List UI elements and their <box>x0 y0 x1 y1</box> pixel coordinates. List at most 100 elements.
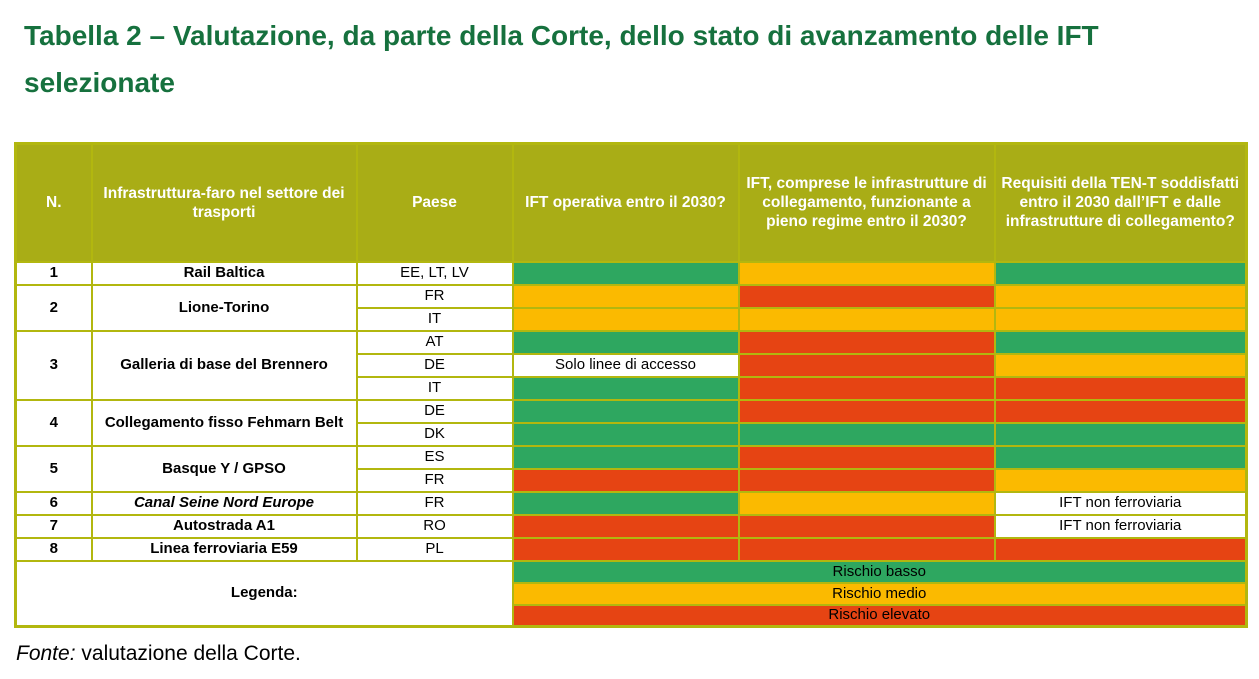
table-row: DK <box>16 421 1248 447</box>
infrastructure-name-cell: Lione-Torino <box>90 283 358 332</box>
column-header-tent-requirements: Requisiti della TEN-T soddisfatti entro … <box>993 142 1248 263</box>
country-cell: RO <box>355 513 514 539</box>
column-header-infrastructure: Infrastruttura-faro nel settore dei tras… <box>90 142 358 263</box>
table-row: 6 Canal Seine Nord Europe FR IFT non fer… <box>14 490 1248 516</box>
note-cell: IFT non ferroviaria <box>993 513 1248 539</box>
country-cell: ES <box>355 444 514 470</box>
table-row: 2 Lione-Torino FR <box>14 283 1248 332</box>
num-cell: 3 <box>14 329 93 401</box>
risk-cell <box>737 490 996 516</box>
page-title: Tabella 2 – Valutazione, da parte della … <box>24 20 1099 98</box>
risk-cell <box>737 260 996 286</box>
country-cell: FR <box>355 283 514 309</box>
assessment-table: N. Infrastruttura-faro nel settore dei t… <box>14 142 1248 628</box>
legend-row: Legenda: Rischio basso <box>14 559 1248 628</box>
table-row: IT <box>16 375 1248 401</box>
legend-item-low: Rischio basso <box>511 559 1248 584</box>
num-cell: 4 <box>14 398 93 447</box>
risk-cell <box>511 536 740 562</box>
table-header: N. Infrastruttura-faro nel settore dei t… <box>14 142 1248 263</box>
source-text: valutazione della Corte. <box>81 642 301 665</box>
country-cell: DE <box>355 352 514 378</box>
infrastructure-name-cell: Linea ferroviaria E59 <box>90 536 358 562</box>
table-row: 1 Rail Baltica EE, LT, LV <box>14 260 1248 286</box>
infrastructure-name-cell: Rail Baltica <box>90 260 358 286</box>
num-cell: 1 <box>14 260 93 286</box>
table-row: DE Solo linee di accesso <box>16 352 1248 378</box>
country-cell: FR <box>355 467 514 493</box>
risk-cell <box>737 306 996 332</box>
column-header-full-capacity-2030: IFT, comprese le infrastrutture di colle… <box>737 142 996 263</box>
risk-cell <box>737 467 996 493</box>
risk-cell <box>511 329 740 355</box>
risk-cell <box>993 283 1248 309</box>
risk-cell <box>511 398 740 424</box>
risk-cell <box>993 444 1248 470</box>
legend-item-high: Rischio elevato <box>511 603 1248 628</box>
table-row: 5 Basque Y / GPSO ES <box>14 444 1248 493</box>
country-cell: EE, LT, LV <box>355 260 514 286</box>
note-cell: IFT non ferroviaria <box>993 490 1248 516</box>
risk-cell <box>737 329 996 355</box>
risk-cell <box>511 421 740 447</box>
risk-cell <box>511 375 740 401</box>
risk-cell <box>737 283 996 309</box>
country-cell: FR <box>355 490 514 516</box>
infrastructure-name-cell: Canal Seine Nord Europe <box>90 490 358 516</box>
legend-label-cell: Legenda: <box>14 559 514 628</box>
risk-cell <box>737 421 996 447</box>
column-header-n: N. <box>14 142 93 263</box>
country-cell: AT <box>355 329 514 355</box>
num-cell: 5 <box>14 444 93 493</box>
source-label: Fonte: <box>16 642 76 665</box>
risk-cell <box>737 536 996 562</box>
risk-cell <box>993 375 1248 401</box>
infrastructure-name-cell: Autostrada A1 <box>90 513 358 539</box>
country-cell: DK <box>355 421 514 447</box>
risk-cell <box>993 329 1248 355</box>
num-cell: 8 <box>14 536 93 562</box>
infrastructure-name-cell: Collegamento fisso Fehmarn Belt <box>90 398 358 447</box>
table-row: FR <box>16 467 1248 493</box>
column-header-operational-2030: IFT operativa entro il 2030? <box>511 142 740 263</box>
country-cell: PL <box>355 536 514 562</box>
table-row: IT <box>16 306 1248 332</box>
num-cell: 6 <box>14 490 93 516</box>
legend-item-medium: Rischio medio <box>511 581 1248 606</box>
num-cell: 2 <box>14 283 93 332</box>
risk-cell <box>511 467 740 493</box>
risk-cell <box>993 398 1248 424</box>
risk-cell <box>993 306 1248 332</box>
table-row: 7 Autostrada A1 RO IFT non ferroviaria <box>14 513 1248 539</box>
country-cell: IT <box>355 306 514 332</box>
risk-cell <box>737 375 996 401</box>
risk-cell <box>511 283 740 309</box>
num-cell: 7 <box>14 513 93 539</box>
risk-cell <box>993 352 1248 378</box>
legend-row: Rischio elevato <box>16 603 1248 628</box>
risk-cell <box>737 352 996 378</box>
source-note: Fonte: valutazione della Corte. <box>16 642 1245 666</box>
table-header-row: N. Infrastruttura-faro nel settore dei t… <box>14 142 1248 263</box>
table-row: 4 Collegamento fisso Fehmarn Belt DE <box>14 398 1248 447</box>
risk-cell <box>737 444 996 470</box>
note-cell: Solo linee di accesso <box>511 352 740 378</box>
legend-row: Rischio medio <box>16 581 1248 606</box>
risk-cell <box>511 513 740 539</box>
risk-cell <box>511 490 740 516</box>
risk-cell <box>993 467 1248 493</box>
risk-cell <box>993 260 1248 286</box>
risk-cell <box>511 306 740 332</box>
country-cell: DE <box>355 398 514 424</box>
risk-cell <box>511 260 740 286</box>
table-row: 8 Linea ferroviaria E59 PL <box>14 536 1248 562</box>
table-row: 3 Galleria di base del Brennero AT <box>14 329 1248 401</box>
risk-cell <box>993 536 1248 562</box>
risk-cell <box>993 421 1248 447</box>
infrastructure-name-cell: Galleria di base del Brennero <box>90 329 358 401</box>
infrastructure-name-cell: Basque Y / GPSO <box>90 444 358 493</box>
column-header-country: Paese <box>355 142 514 263</box>
risk-cell <box>737 513 996 539</box>
country-cell: IT <box>355 375 514 401</box>
